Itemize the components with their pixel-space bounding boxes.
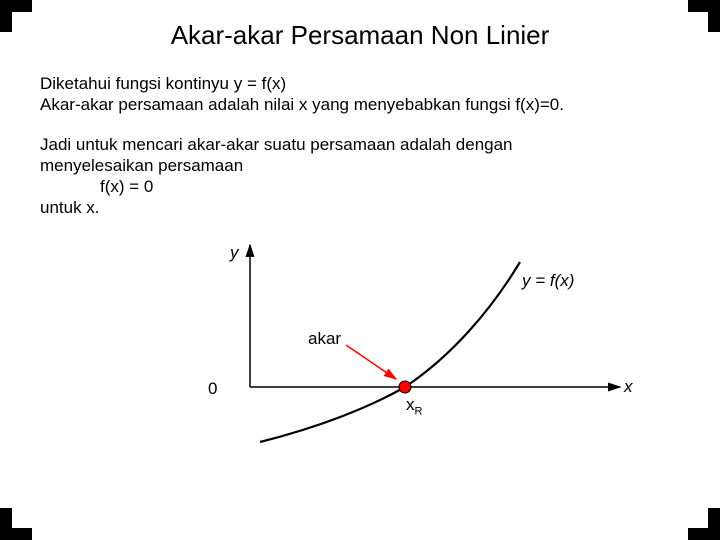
root-point-label: xR: [406, 395, 422, 417]
para2-line1: Jadi untuk mencari akar-akar suatu persa…: [40, 134, 680, 155]
corner-top-right: [688, 0, 720, 32]
root-arrow-label: akar: [308, 329, 341, 349]
para1-line2: Akar-akar persamaan adalah nilai x yang …: [40, 94, 680, 115]
para2-line3: f(x) = 0: [100, 176, 680, 197]
paragraph-1: Diketahui fungsi kontinyu y = f(x) Akar-…: [40, 73, 680, 116]
para2-line4: untuk x.: [40, 197, 680, 218]
para1-line1: Diketahui fungsi kontinyu y = f(x): [40, 73, 680, 94]
corner-top-left: [0, 0, 32, 32]
curve-label: y = f(x): [522, 271, 574, 291]
y-axis-label: y: [230, 243, 239, 263]
slide-title: Akar-akar Persamaan Non Linier: [40, 20, 680, 51]
x-axis-label: x: [624, 377, 633, 397]
paragraph-2: Jadi untuk mencari akar-akar suatu persa…: [40, 134, 680, 219]
corner-bottom-right: [688, 508, 720, 540]
para2-line2: menyelesaikan persamaan: [40, 155, 680, 176]
origin-label: 0: [208, 379, 217, 399]
slide-content: Akar-akar Persamaan Non Linier Diketahui…: [40, 18, 680, 522]
graph: y x 0 y = f(x) akar xR: [180, 237, 640, 447]
corner-bottom-left: [0, 508, 32, 540]
